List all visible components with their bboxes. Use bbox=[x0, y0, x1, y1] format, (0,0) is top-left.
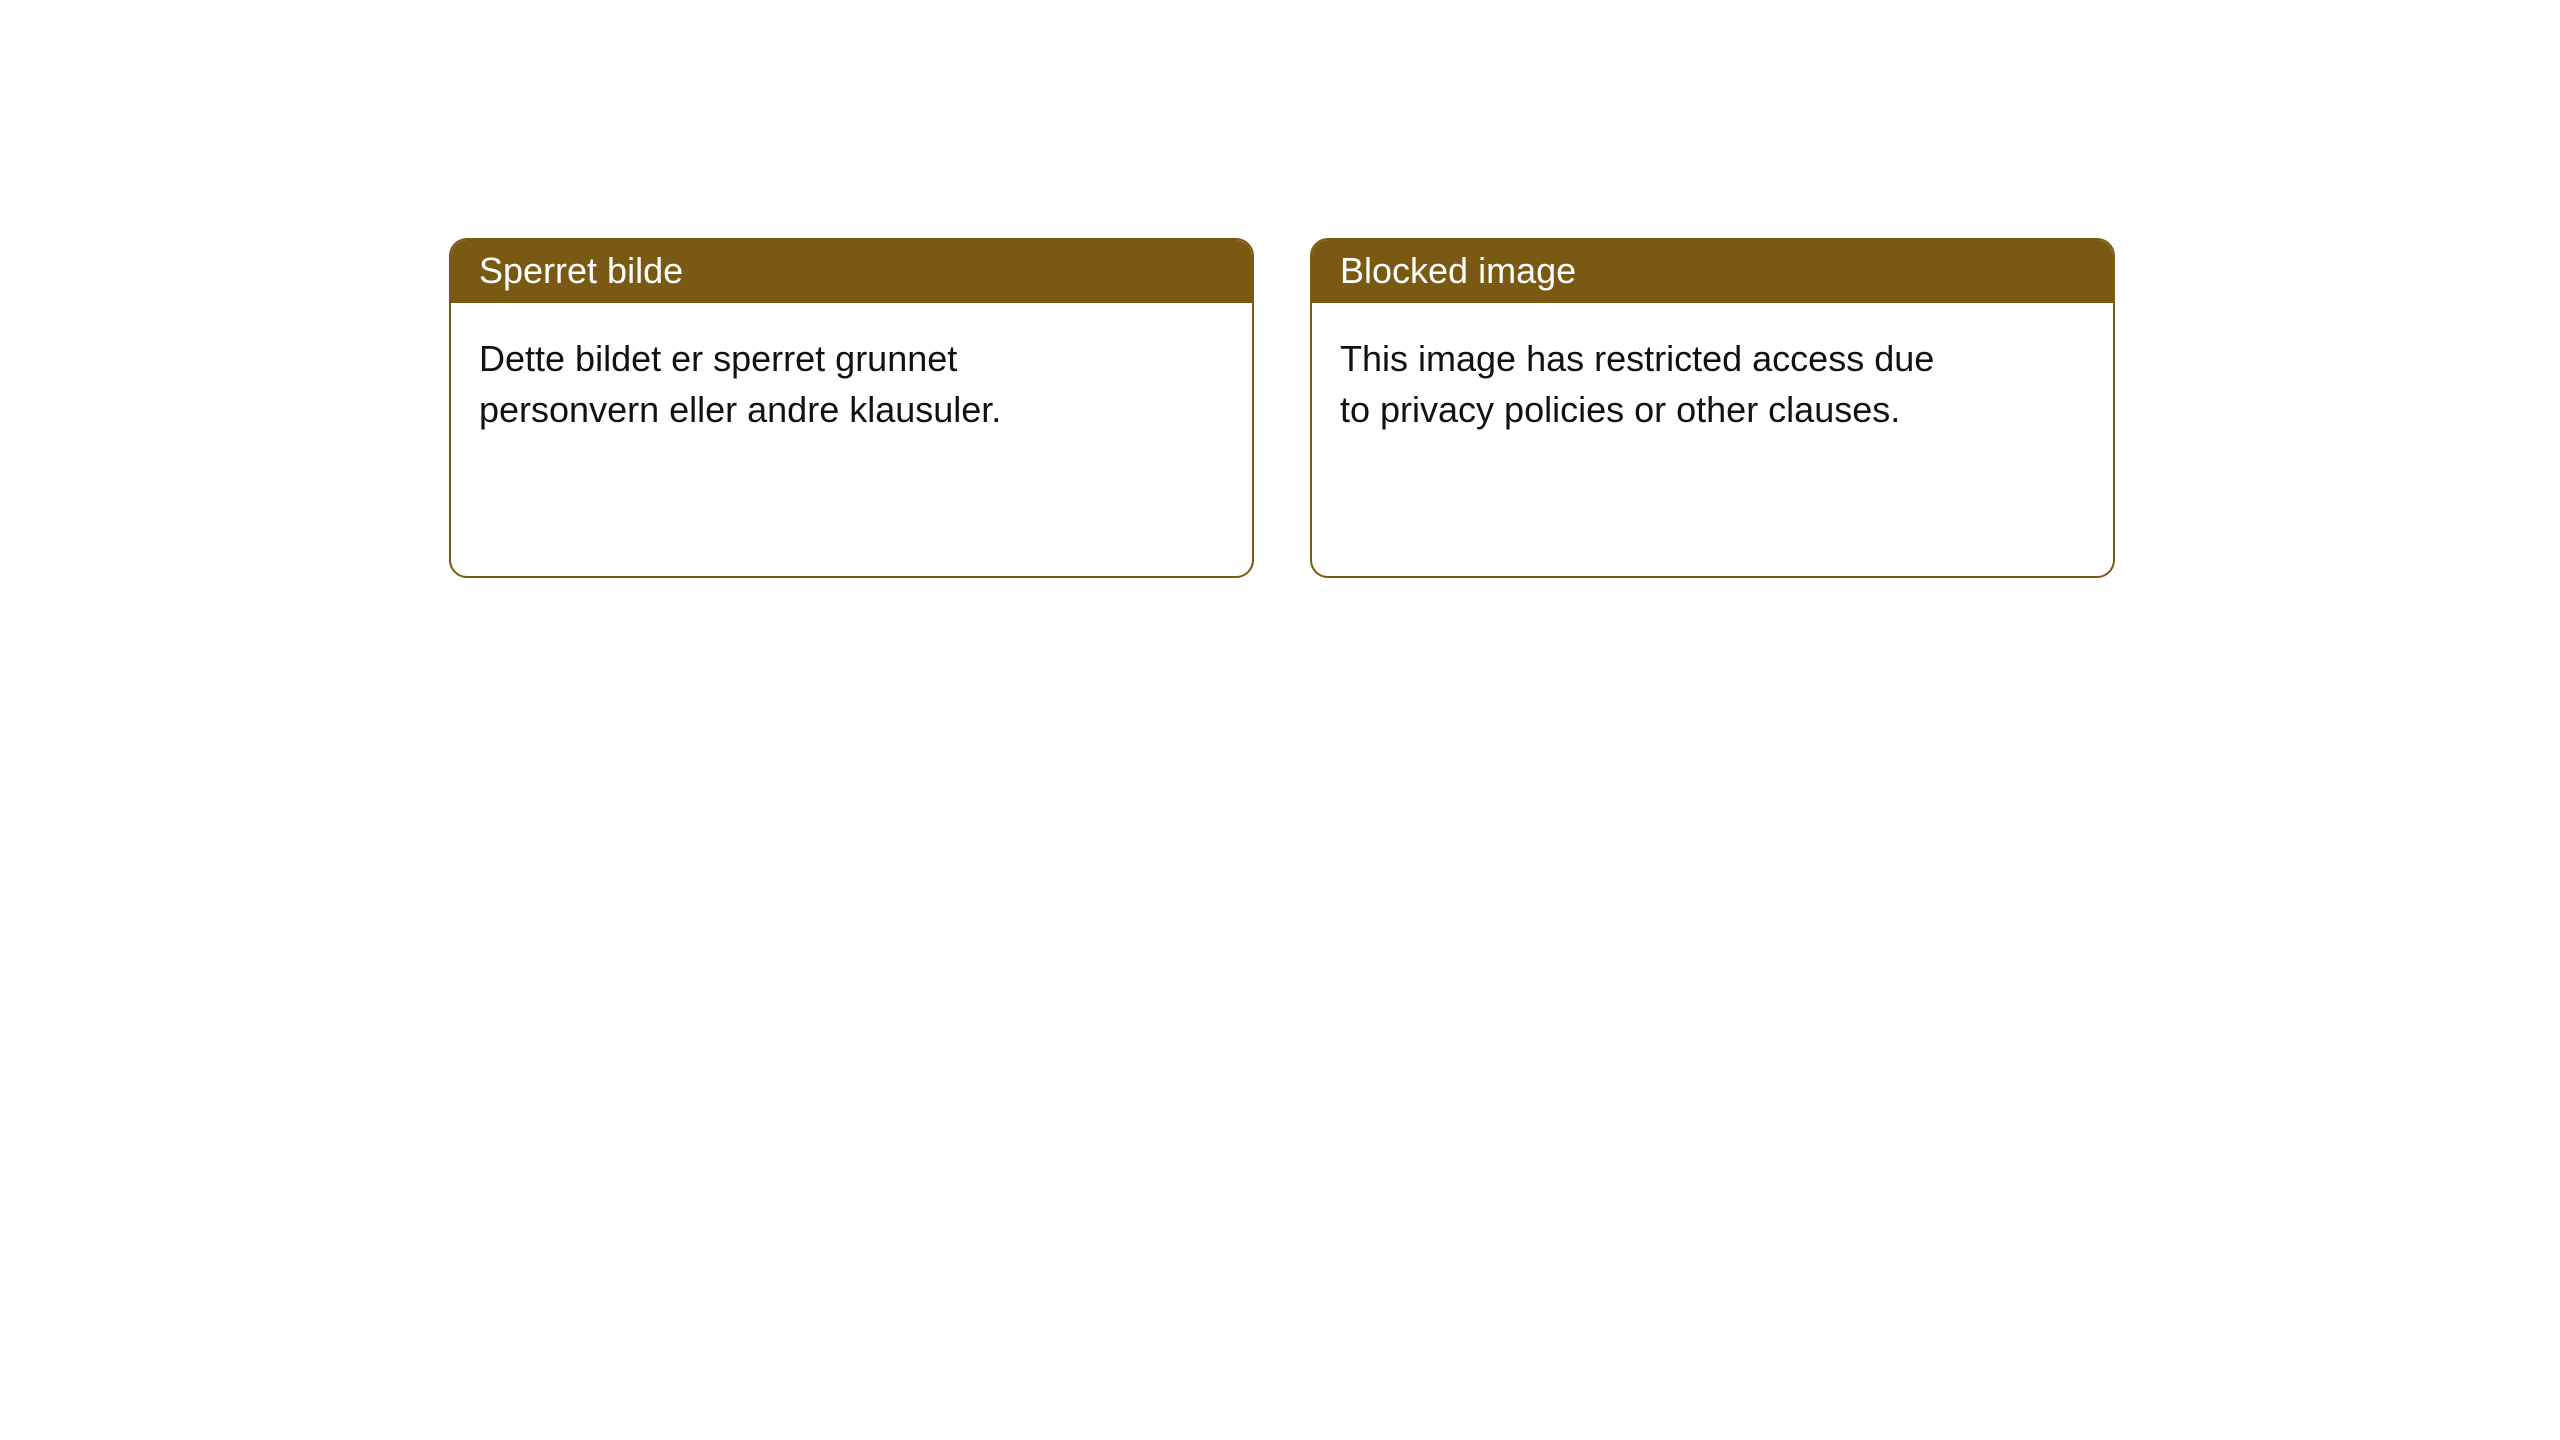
notice-body: Dette bildet er sperret grunnet personve… bbox=[451, 303, 1131, 436]
notice-body: This image has restricted access due to … bbox=[1312, 303, 1992, 436]
notice-title: Blocked image bbox=[1312, 240, 2113, 303]
notice-title: Sperret bilde bbox=[451, 240, 1252, 303]
notice-card-norwegian: Sperret bilde Dette bildet er sperret gr… bbox=[449, 238, 1254, 578]
notice-container: Sperret bilde Dette bildet er sperret gr… bbox=[0, 0, 2560, 578]
notice-card-english: Blocked image This image has restricted … bbox=[1310, 238, 2115, 578]
